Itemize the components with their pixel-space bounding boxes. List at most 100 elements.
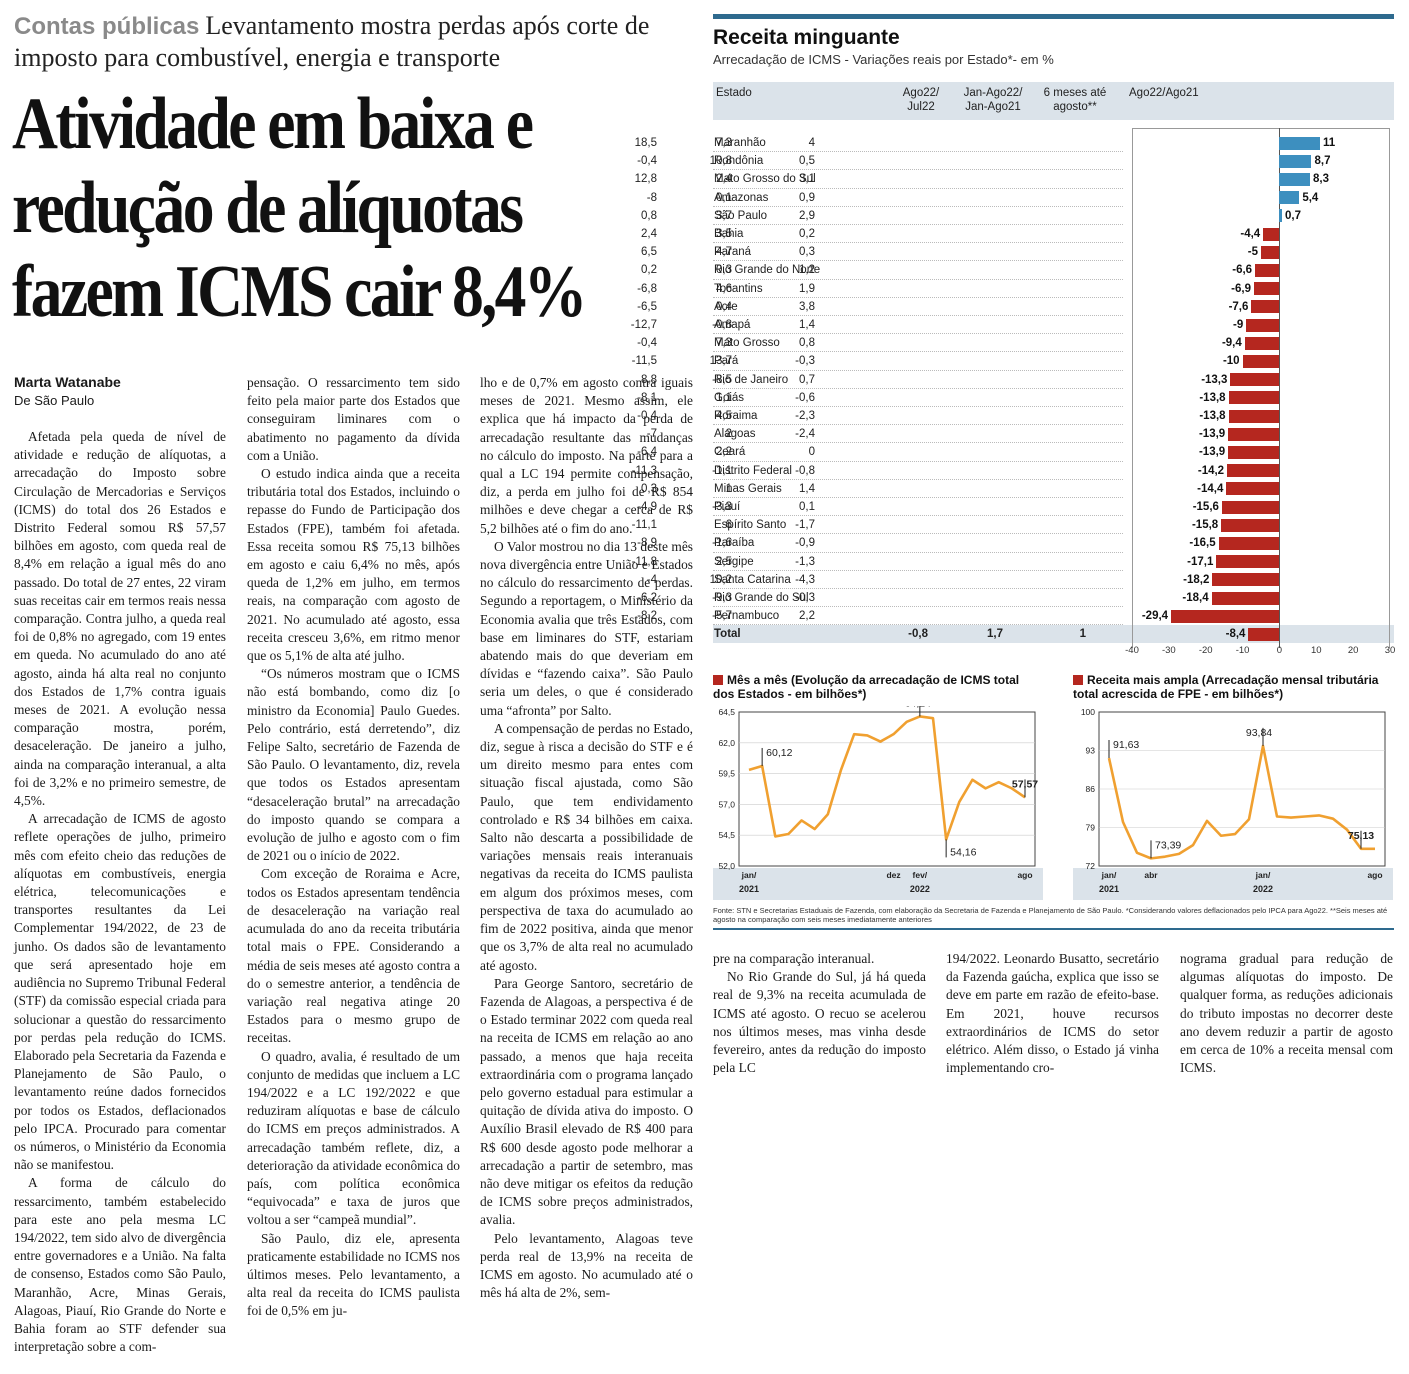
bar-value-label: 8,7	[1314, 155, 1331, 168]
article-column-6: nograma gradual para redução de algumas …	[1180, 950, 1393, 1077]
bar-value-label: -14,4	[1197, 482, 1224, 495]
value-ago22-jul22: -11,3	[631, 464, 657, 477]
value-jan-ago: 1,7	[987, 628, 1003, 641]
value-6-meses: 2,2	[799, 610, 815, 623]
headline-line: fazem ICMS cair 8,4%	[12, 251, 587, 333]
value-ago22-jul22: -4	[646, 573, 657, 586]
state-name: Alagoas	[714, 428, 756, 441]
value-jan-ago: 10,2	[709, 573, 732, 586]
value-jan-ago: -1,6	[712, 537, 732, 550]
table-row: Ceará -6,4 2,2 0	[637, 443, 1123, 461]
article-column-2: pensação. O ressarcimento tem sido feito…	[247, 374, 460, 1321]
state-name: Minas Gerais	[714, 482, 782, 495]
row-divider	[713, 387, 1123, 389]
value-ago22-jul22: -0,4	[637, 410, 657, 422]
state-name: Amapá	[714, 319, 751, 331]
value-ago22-jul22: -4,9	[637, 501, 657, 513]
paragraph: O estudo indica ainda que a receita trib…	[247, 466, 460, 664]
row-divider	[713, 333, 1123, 335]
state-name: São Paulo	[714, 209, 768, 222]
bar-value-label: 8,3	[1313, 173, 1330, 186]
state-name: Total	[714, 628, 741, 641]
value-6-meses: -0,3	[795, 592, 815, 604]
bar	[1253, 282, 1280, 296]
state-name: Maranhão	[714, 137, 766, 149]
bar-value-label: -18,4	[1182, 592, 1209, 604]
x-tick-label: jan/	[741, 870, 757, 880]
row-divider	[713, 588, 1123, 589]
x-tick-label: 20	[1347, 645, 1359, 656]
table-row: Piauí -4,9 -3,3 0,1	[637, 498, 1123, 516]
value-jan-ago: 1	[725, 482, 732, 495]
value-jan-ago: 7,3	[716, 337, 732, 350]
value-6-meses: 1	[1079, 628, 1086, 641]
value-ago22-jul22: -6,2	[637, 592, 657, 604]
bar	[1255, 263, 1280, 277]
value-6-meses: -0,8	[795, 464, 815, 477]
value-ago22-jul22: 6,5	[641, 246, 657, 259]
value-ago22-jul22: 2,4	[641, 228, 657, 240]
paragraph: O Valor mostrou no dia 13 deste mês nova…	[480, 538, 693, 718]
value-6-meses: -1,3	[795, 555, 815, 568]
bar	[1226, 482, 1280, 496]
article-column-3: lho e de 0,7% em agosto contra iguais me…	[480, 374, 693, 1302]
x-tick-label: jan/	[1101, 870, 1117, 880]
bar-value-label: -13,9	[1198, 428, 1226, 441]
paragraph: lho e de 0,7% em agosto contra iguais me…	[480, 375, 693, 536]
value-6-meses: 0,9	[799, 191, 815, 204]
state-name: Sergipe	[714, 555, 754, 568]
row-divider	[713, 515, 1123, 517]
value-6-meses: 0,5	[799, 155, 815, 168]
paragraph: Afetada pela queda de nível de atividade…	[14, 429, 226, 809]
paragraph: O quadro, avalia, é resultado de um conj…	[247, 1048, 460, 1228]
paragraph: Com exceção de Roraima e Acre, todos os …	[247, 866, 460, 1046]
year-label: 2022	[910, 884, 930, 894]
value-jan-ago: 10,8	[709, 155, 732, 168]
value-ago22-jul22: 12,8	[634, 173, 657, 186]
bar-value-label: 11	[1322, 137, 1336, 149]
bar-value-label: 5,4	[1302, 191, 1319, 204]
bar	[1248, 627, 1280, 641]
y-tick-label: 57,0	[718, 799, 735, 809]
data-label: 91,63	[1113, 739, 1139, 751]
chart-1-title-text: Mês a mês (Evolução da arrecadação de IC…	[713, 673, 1020, 701]
table-row: Bahia 2,4 3,5 0,2	[641, 225, 1123, 243]
state-name: Santa Catarina	[714, 573, 791, 586]
row-divider	[713, 151, 1123, 153]
bar	[1221, 518, 1280, 532]
value-jan-ago: 1,1	[716, 391, 732, 404]
value-jan-ago: -0,8	[712, 319, 732, 331]
value-jan-ago: -5,7	[712, 610, 732, 623]
title-marker	[1073, 675, 1083, 685]
bar	[1227, 464, 1280, 478]
table-row: Maranhão 18,5 7,3 4	[635, 134, 1123, 152]
value-ago22-jul22: -6,8	[637, 282, 657, 295]
x-tick-label: 30	[1384, 645, 1396, 656]
paragraph: Para George Santoro, secretário de Fazen…	[480, 975, 693, 1228]
row-divider	[713, 442, 1123, 444]
value-ago22-jul22: -6,5	[637, 300, 657, 313]
row-divider	[713, 187, 1123, 189]
table-row: Distrito Federal -11,3 -1,1 -0,8	[632, 462, 1123, 480]
value-jan-ago: -9,3	[712, 592, 732, 604]
bar	[1228, 445, 1280, 459]
state-name: Amazonas	[714, 191, 769, 204]
bar-value-label: -13,8	[1199, 391, 1226, 404]
row-divider	[713, 296, 1123, 298]
table-row: Sergipe -11,8 2,5 -1,3	[632, 553, 1123, 571]
x-tick-label: abr	[1144, 870, 1158, 880]
chart-1-svg: 64,5 62,0 59,5 57,0 54,5 52,0 60,12 64,14 54,16 5…	[713, 706, 1043, 900]
y-tick-label: 64,5	[718, 707, 735, 717]
value-ago22-jul22: -0,8	[908, 628, 928, 641]
article-column-1: Afetada pela queda de nível de atividade…	[14, 428, 226, 1356]
y-tick-label: 93	[1086, 746, 1096, 756]
x-tick-label: jan/	[1255, 870, 1271, 880]
value-ago22-jul22: -8,1	[637, 391, 657, 404]
value-jan-ago: 2,5	[716, 555, 732, 568]
paragraph: São Paulo, diz ele, apresenta praticamen…	[247, 1230, 460, 1319]
table-row: São Paulo 0,8 3,7 2,9	[641, 207, 1123, 225]
paragraph: pre na comparação interanual.	[713, 951, 875, 966]
state-name: Piauí	[714, 501, 741, 513]
x-tick-label: -30	[1161, 645, 1176, 656]
value-jan-ago: 3,7	[716, 209, 732, 222]
